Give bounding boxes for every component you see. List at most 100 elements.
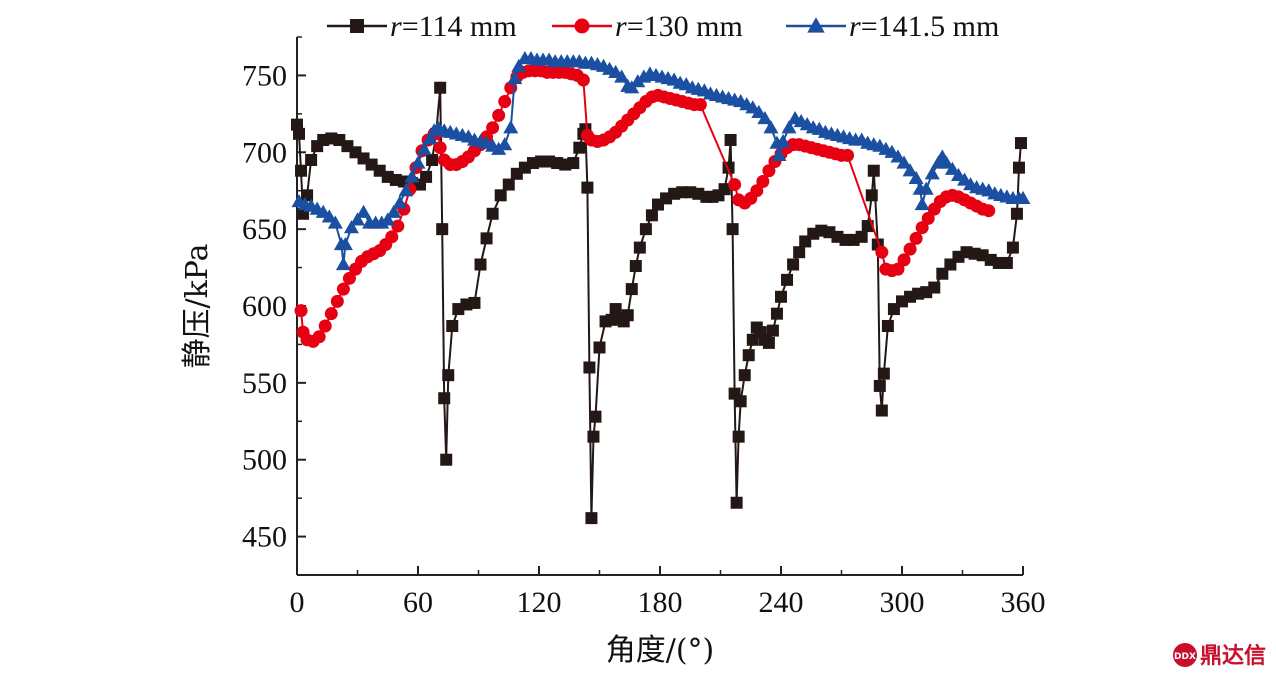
data-point bbox=[890, 149, 906, 163]
data-point bbox=[762, 164, 776, 178]
y-tick-label: 450 bbox=[242, 521, 287, 554]
series-line bbox=[296, 86, 1022, 520]
data-point bbox=[875, 245, 889, 259]
data-point bbox=[781, 273, 794, 286]
watermark: DDX 鼎达信 bbox=[1173, 643, 1266, 669]
data-point bbox=[305, 153, 318, 166]
data-point bbox=[770, 307, 783, 320]
data-point bbox=[574, 18, 590, 34]
data-point bbox=[771, 147, 787, 161]
data-point bbox=[896, 155, 912, 169]
data-point bbox=[625, 283, 638, 296]
legend-label: r=114 mm bbox=[390, 10, 517, 43]
data-point bbox=[330, 294, 344, 308]
data-point bbox=[327, 215, 343, 229]
data-point bbox=[593, 341, 606, 354]
x-axis-title: 角度/(°) bbox=[606, 633, 715, 668]
data-point bbox=[581, 181, 594, 194]
data-point bbox=[503, 120, 519, 134]
data-point bbox=[897, 253, 911, 267]
data-point bbox=[336, 282, 350, 296]
data-point bbox=[567, 157, 580, 170]
data-point bbox=[855, 230, 868, 243]
data-point bbox=[294, 304, 308, 318]
data-point bbox=[440, 453, 453, 466]
data-point bbox=[693, 98, 707, 112]
data-point bbox=[873, 379, 886, 392]
data-point bbox=[576, 73, 590, 87]
data-point bbox=[510, 167, 523, 180]
x-tick-label: 120 bbox=[517, 586, 562, 619]
y-tick-label: 650 bbox=[242, 213, 287, 246]
data-point bbox=[875, 404, 888, 417]
data-point bbox=[573, 141, 586, 154]
data-point bbox=[350, 212, 365, 226]
data-point bbox=[468, 296, 481, 309]
data-point bbox=[321, 209, 337, 223]
data-point bbox=[909, 231, 923, 245]
data-point bbox=[766, 324, 779, 337]
watermark-logo-icon bbox=[1173, 643, 1197, 667]
data-point bbox=[502, 178, 515, 191]
data-point bbox=[486, 121, 500, 135]
data-point bbox=[928, 281, 941, 294]
data-point bbox=[908, 170, 924, 185]
y-tick-label: 750 bbox=[242, 59, 287, 92]
data-point bbox=[787, 258, 800, 271]
axes bbox=[296, 37, 1023, 576]
data-point bbox=[343, 220, 359, 234]
data-point bbox=[295, 164, 308, 177]
data-point bbox=[1006, 241, 1019, 254]
data-point bbox=[936, 267, 949, 280]
data-point bbox=[1015, 190, 1031, 205]
data-point bbox=[404, 169, 420, 183]
data-point bbox=[350, 19, 364, 33]
data-point bbox=[924, 166, 940, 180]
data-point bbox=[494, 189, 507, 202]
data-point bbox=[385, 230, 399, 244]
x-axis-ticks: 0 60 120 180 240 300 360 bbox=[290, 566, 1046, 619]
data-point bbox=[645, 209, 658, 222]
legend-label: r=141.5 mm bbox=[849, 10, 999, 43]
legend-item: r=130 mm bbox=[552, 10, 743, 43]
data-point bbox=[903, 242, 917, 256]
data-point bbox=[762, 336, 775, 349]
data-point bbox=[392, 195, 408, 209]
data-point bbox=[422, 130, 438, 145]
data-point bbox=[589, 410, 602, 423]
legend-label: r=130 mm bbox=[615, 10, 743, 43]
data-point bbox=[434, 81, 447, 94]
data-point bbox=[775, 134, 791, 148]
data-point bbox=[386, 204, 402, 218]
data-point bbox=[486, 207, 499, 220]
data-point bbox=[497, 137, 513, 151]
data-point bbox=[391, 219, 405, 233]
data-point bbox=[446, 319, 459, 332]
data-point bbox=[775, 290, 787, 303]
data-point bbox=[438, 392, 451, 405]
data-point bbox=[416, 141, 432, 155]
y-axis-ticks: 450 500 550 600 650 700 750 bbox=[242, 36, 306, 576]
data-point bbox=[507, 71, 523, 85]
data-point bbox=[918, 181, 934, 195]
data-point bbox=[356, 204, 372, 218]
data-point bbox=[751, 104, 767, 118]
data-point bbox=[492, 108, 506, 122]
data-point bbox=[1000, 256, 1013, 269]
y-tick-label: 700 bbox=[242, 136, 287, 169]
data-point bbox=[738, 369, 751, 382]
data-point bbox=[1010, 207, 1023, 220]
data-point bbox=[1014, 137, 1027, 150]
data-point bbox=[511, 58, 527, 72]
data-point bbox=[982, 204, 996, 218]
data-point bbox=[881, 319, 894, 332]
data-point bbox=[585, 512, 598, 525]
data-point bbox=[865, 189, 878, 202]
data-point bbox=[763, 120, 779, 134]
data-point bbox=[337, 237, 353, 251]
data-point bbox=[726, 223, 739, 236]
data-point bbox=[841, 148, 855, 162]
data-point bbox=[380, 212, 396, 226]
x-tick-label: 240 bbox=[759, 586, 804, 619]
